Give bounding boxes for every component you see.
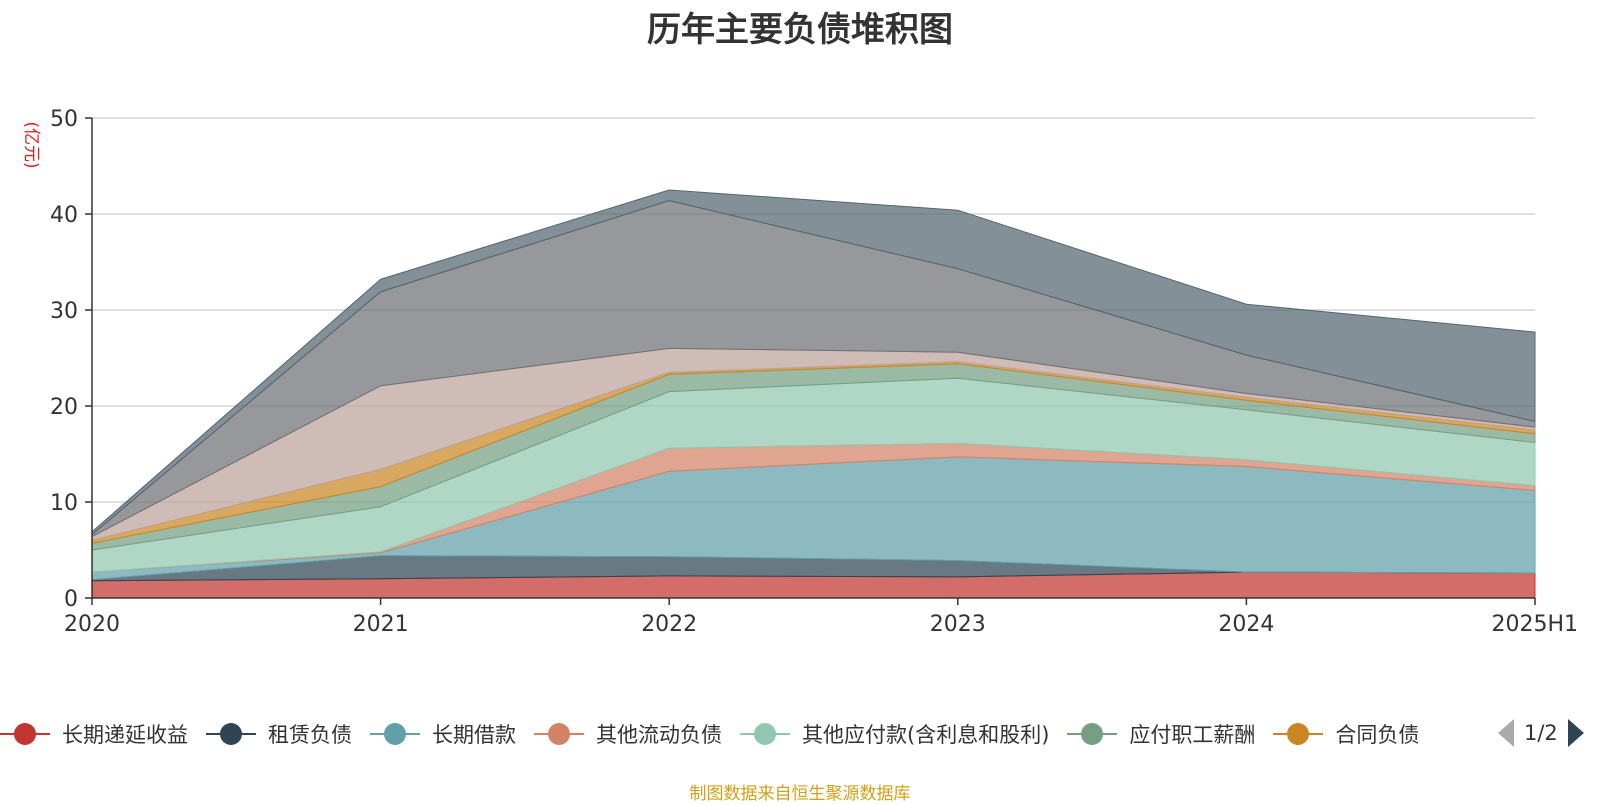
y-tick-label: 40 (50, 203, 78, 228)
triangle-left-icon[interactable] (1498, 719, 1514, 747)
legend-marker-icon (740, 722, 790, 746)
area-series-layer (91, 189, 1536, 599)
x-tick-label: 2020 (64, 612, 120, 637)
chart-legend: 长期递延收益 租赁负债 长期借款 其他流动负债 其他应付款(含利息和股利) 应付职工薪酬 合… (0, 716, 1480, 752)
legend-item[interactable]: 其他应付款(含利息和股利) (740, 716, 1049, 752)
chart-title: 历年主要负债堆积图 (647, 10, 953, 50)
y-tick-label: 0 (64, 587, 78, 612)
legend-label: 租赁负债 (268, 723, 352, 747)
legend-item[interactable]: 其他流动负债 (534, 716, 722, 752)
area-series-短期借款[interactable] (91, 189, 1536, 536)
legend-label: 合同负债 (1335, 723, 1420, 747)
legend-item[interactable]: 长期借款 (370, 716, 516, 752)
x-tick-label: 2023 (930, 612, 986, 637)
legend-item[interactable]: 租赁负债 (206, 716, 352, 752)
legend-item[interactable]: 合同负债 (1273, 716, 1419, 752)
tick-labels: 0 10 20 30 40 50 2020 2021 2022 2023 2024 2025H1 (50, 107, 1578, 637)
legend-item[interactable]: 长期递延收益 (0, 716, 188, 752)
legend-marker-icon (370, 722, 420, 746)
legend-label: 其他流动负债 (596, 723, 722, 747)
x-tick-label: 2021 (353, 612, 409, 637)
axes (91, 118, 1535, 599)
legend-marker-icon (1067, 722, 1118, 746)
triangle-right-icon[interactable] (1567, 719, 1584, 747)
legend-label: 长期递延收益 (62, 723, 188, 747)
legend-label: 其他应付款(含利息和股利) (802, 723, 1050, 747)
y-tick-label: 30 (50, 299, 78, 324)
legend-item[interactable]: 应付职工薪酬 (1067, 716, 1255, 752)
y-tick-label: 50 (50, 107, 78, 132)
x-tick-label: 2025H1 (1491, 612, 1578, 637)
legend-marker-icon (534, 722, 584, 746)
legend-page-indicator: 1/2 (1524, 721, 1558, 745)
legend-label: 长期借款 (432, 723, 516, 747)
legend-marker-icon (1273, 722, 1324, 746)
y-axis-unit-label: (亿元) (21, 121, 41, 168)
legend-marker-icon (0, 722, 50, 746)
y-tick-label: 20 (50, 395, 78, 420)
y-tick-label: 10 (50, 491, 78, 516)
legend-marker-icon (206, 722, 256, 746)
legend-label: 应付职工薪酬 (1129, 723, 1256, 747)
x-tick-label: 2022 (641, 612, 697, 637)
data-source-note: 制图数据来自恒生聚源数据库 (689, 784, 911, 804)
x-tick-label: 2024 (1218, 612, 1274, 637)
legend-pager: 1/2 (1498, 718, 1584, 748)
